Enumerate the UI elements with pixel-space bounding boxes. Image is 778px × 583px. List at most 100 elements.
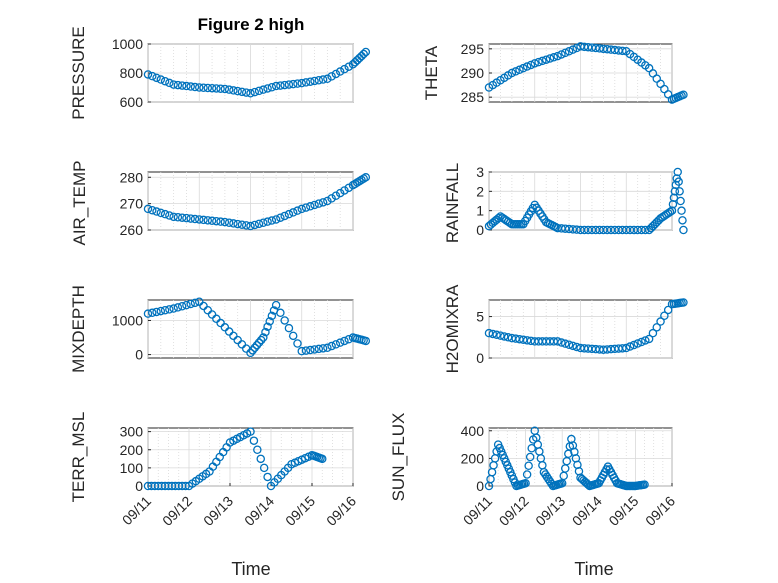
data-point bbox=[259, 85, 268, 94]
data-point bbox=[637, 337, 646, 347]
data-point bbox=[152, 207, 161, 216]
data-point bbox=[625, 342, 635, 351]
data-point bbox=[561, 339, 570, 348]
data-point bbox=[515, 65, 524, 75]
x-tick-label: 09/14 bbox=[569, 493, 605, 529]
data-point bbox=[494, 213, 503, 223]
data-point bbox=[160, 76, 170, 86]
data-point bbox=[534, 57, 543, 67]
data-point bbox=[344, 334, 353, 344]
data-point bbox=[679, 90, 688, 100]
subplot-air-temp: AIR_TEMP 260 270 280 bbox=[70, 160, 371, 246]
data-point bbox=[355, 176, 364, 186]
data-point bbox=[212, 216, 221, 226]
data-point bbox=[673, 167, 682, 177]
y-tick-label: 1000 bbox=[112, 312, 143, 328]
data-point bbox=[678, 216, 687, 225]
data-point bbox=[212, 314, 221, 324]
data-point bbox=[677, 206, 686, 215]
data-point bbox=[160, 305, 170, 315]
data-point bbox=[641, 225, 650, 235]
data-point bbox=[306, 202, 315, 211]
data-point bbox=[327, 341, 336, 351]
data-point bbox=[344, 62, 353, 71]
data-point bbox=[165, 211, 174, 220]
y-tick-label: 295 bbox=[461, 41, 485, 57]
data-point bbox=[246, 221, 255, 231]
x-tick-label: 09/15 bbox=[282, 493, 318, 529]
data-point bbox=[241, 221, 251, 230]
y-tick-label: 200 bbox=[461, 450, 485, 466]
data-point bbox=[340, 64, 349, 74]
y-tick-label: 0 bbox=[476, 350, 484, 366]
data-point bbox=[199, 215, 208, 225]
data-point bbox=[353, 178, 362, 187]
data-point bbox=[250, 220, 260, 230]
data-point bbox=[564, 340, 574, 349]
data-point bbox=[314, 344, 324, 354]
data-point bbox=[496, 331, 505, 340]
data-point bbox=[203, 83, 213, 93]
x-tick-label: 09/16 bbox=[323, 493, 359, 529]
x-axis-label: Time bbox=[574, 559, 613, 579]
data-point bbox=[335, 188, 345, 198]
y-tick-label: 0 bbox=[135, 347, 143, 363]
data-point bbox=[207, 310, 217, 319]
data-point bbox=[538, 56, 547, 66]
data-point bbox=[169, 80, 178, 89]
y-tick-label: 5 bbox=[476, 309, 484, 325]
y-tick-label: 300 bbox=[120, 424, 144, 440]
data-point bbox=[152, 307, 161, 317]
data-point bbox=[318, 344, 328, 353]
data-point bbox=[568, 45, 578, 54]
y-tick-label: 280 bbox=[120, 169, 144, 185]
data-point bbox=[182, 213, 191, 223]
data-point bbox=[246, 427, 255, 436]
y-axis-label: SUN_FLUX bbox=[389, 413, 408, 502]
data-point bbox=[229, 219, 238, 228]
data-point bbox=[310, 345, 319, 354]
data-point bbox=[165, 305, 174, 314]
data-point bbox=[233, 219, 242, 229]
data-point bbox=[492, 330, 501, 340]
data-point bbox=[564, 47, 574, 56]
x-tick-label: 09/12 bbox=[496, 493, 532, 529]
data-point bbox=[250, 343, 260, 353]
data-point bbox=[284, 80, 294, 89]
data-point bbox=[557, 338, 566, 347]
figure-title: Figure 2 high bbox=[198, 15, 305, 34]
data-point bbox=[190, 82, 200, 92]
data-point bbox=[503, 333, 513, 342]
data-point bbox=[669, 193, 679, 203]
data-point bbox=[557, 50, 566, 59]
y-tick-label: 1 bbox=[476, 203, 484, 219]
data-point bbox=[525, 452, 535, 462]
data-point bbox=[177, 213, 187, 222]
data-point bbox=[143, 309, 153, 318]
data-point bbox=[359, 49, 368, 59]
data-point bbox=[177, 81, 187, 90]
data-point bbox=[224, 85, 234, 94]
data-point bbox=[301, 78, 311, 87]
data-point bbox=[340, 336, 349, 346]
data-point bbox=[488, 329, 498, 339]
data-point bbox=[263, 472, 272, 482]
y-axis-label: PRESSURE bbox=[69, 26, 88, 120]
data-point bbox=[522, 470, 532, 479]
data-point bbox=[259, 218, 268, 227]
y-tick-label: 800 bbox=[120, 65, 144, 81]
data-point bbox=[267, 216, 277, 225]
data-point bbox=[327, 72, 336, 81]
data-point bbox=[679, 225, 688, 235]
data-point bbox=[348, 180, 358, 190]
data-point bbox=[156, 306, 166, 316]
data-point bbox=[194, 297, 204, 306]
data-point bbox=[293, 206, 302, 215]
data-point bbox=[361, 47, 371, 57]
y-tick-label: 600 bbox=[120, 94, 144, 110]
data-point bbox=[237, 340, 247, 349]
data-point bbox=[640, 480, 649, 489]
x-axis-label: Time bbox=[231, 559, 270, 579]
x-tick-label: 09/15 bbox=[605, 493, 641, 529]
data-point bbox=[267, 311, 277, 321]
